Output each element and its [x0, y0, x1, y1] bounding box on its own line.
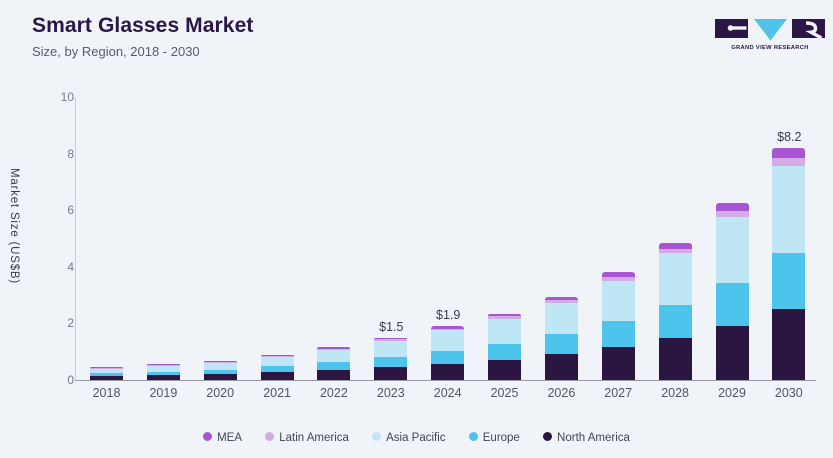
svg-text:GRAND VIEW RESEARCH: GRAND VIEW RESEARCH: [731, 45, 809, 51]
